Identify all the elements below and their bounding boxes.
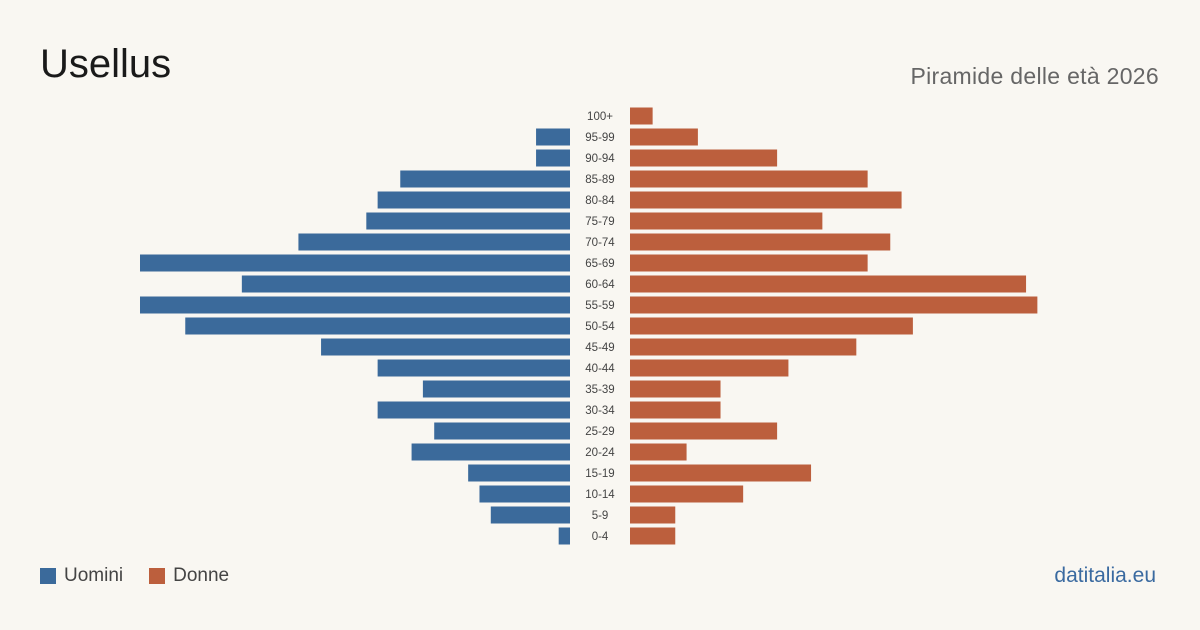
bar-men-50-54 xyxy=(185,317,570,335)
bar-men-40-44 xyxy=(377,359,570,377)
age-group-label: 100+ xyxy=(587,111,613,123)
bar-women-50-54 xyxy=(630,317,913,335)
bar-men-35-39 xyxy=(422,380,570,398)
age-group-label: 70-74 xyxy=(585,237,615,249)
bar-women-85-89 xyxy=(630,170,868,188)
age-group-label: 5-9 xyxy=(592,510,609,522)
bar-women-80-84 xyxy=(630,191,902,209)
age-group-label: 95-99 xyxy=(585,132,614,144)
bar-women-35-39 xyxy=(630,380,721,398)
bar-men-15-19 xyxy=(468,464,570,482)
age-group-label: 30-34 xyxy=(585,405,615,417)
legend-item-women: Donne xyxy=(149,565,229,587)
chart-subtitle: Piramide delle età 2026 xyxy=(910,63,1159,89)
page-title: Usellus xyxy=(40,42,172,86)
bar-women-10-14 xyxy=(630,485,744,503)
age-group-label: 50-54 xyxy=(585,321,615,333)
age-group-label: 20-24 xyxy=(585,447,615,459)
age-group-label: 45-49 xyxy=(585,342,614,354)
bar-women-75-79 xyxy=(630,212,823,230)
age-group-label: 60-64 xyxy=(585,279,615,291)
bar-women-60-64 xyxy=(630,275,1027,293)
bar-women-65-69 xyxy=(630,254,868,272)
age-group-label: 10-14 xyxy=(585,489,615,501)
bar-men-20-24 xyxy=(411,443,570,461)
bar-men-85-89 xyxy=(400,170,570,188)
legend-item-men: Uomini xyxy=(40,565,123,587)
bar-men-95-99 xyxy=(536,128,570,146)
bar-men-65-69 xyxy=(140,254,570,272)
bar-men-70-74 xyxy=(298,233,570,251)
age-group-label: 25-29 xyxy=(585,426,614,438)
age-group-label: 35-39 xyxy=(585,384,614,396)
bar-men-10-14 xyxy=(479,485,570,503)
brand-link[interactable]: datitalia.eu xyxy=(1054,564,1156,587)
age-group-label: 65-69 xyxy=(585,258,614,270)
bar-women-5-9 xyxy=(630,506,676,524)
bar-men-5-9 xyxy=(490,506,570,524)
legend-swatch-women xyxy=(149,568,166,584)
legend-label-women: Donne xyxy=(173,565,230,586)
bar-women-95-99 xyxy=(630,128,698,146)
legend-swatch-men xyxy=(40,568,56,584)
bar-men-45-49 xyxy=(321,338,570,356)
age-group-label: 85-89 xyxy=(585,174,614,186)
bar-women-30-34 xyxy=(630,401,721,419)
bar-men-0-4 xyxy=(558,527,570,545)
bar-women-45-49 xyxy=(630,338,857,356)
bar-women-0-4 xyxy=(630,527,676,545)
age-group-label: 75-79 xyxy=(585,216,614,228)
age-group-label: 55-59 xyxy=(585,300,614,312)
age-group-label: 40-44 xyxy=(585,363,615,375)
bar-women-55-59 xyxy=(630,296,1038,314)
bar-men-75-79 xyxy=(366,212,570,230)
age-group-label: 15-19 xyxy=(585,468,614,480)
bar-men-25-29 xyxy=(434,422,570,440)
bar-women-90-94 xyxy=(630,149,778,167)
age-group-label: 90-94 xyxy=(585,153,615,165)
age-group-label: 80-84 xyxy=(585,195,615,207)
bar-women-40-44 xyxy=(630,359,789,377)
bar-men-80-84 xyxy=(377,191,570,209)
bar-women-20-24 xyxy=(630,443,687,461)
bar-men-90-94 xyxy=(536,149,570,167)
legend-label-men: Uomini xyxy=(64,565,124,586)
bar-women-15-19 xyxy=(630,464,812,482)
bar-women-25-29 xyxy=(630,422,778,440)
age-group-label: 0-4 xyxy=(592,531,609,543)
bar-women-70-74 xyxy=(630,233,891,251)
bar-men-30-34 xyxy=(377,401,570,419)
bar-men-60-64 xyxy=(241,275,570,293)
bar-men-55-59 xyxy=(140,296,570,314)
chart-legend: Uomini Donne xyxy=(40,565,255,587)
bar-women-100+ xyxy=(630,107,653,125)
